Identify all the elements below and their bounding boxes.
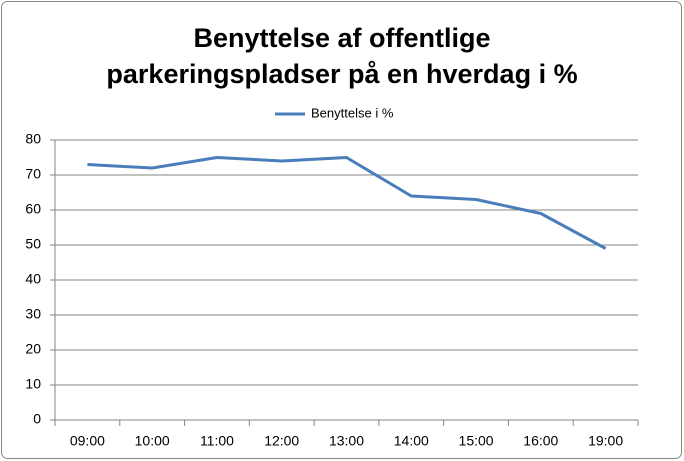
y-tick-label: 70	[25, 166, 41, 182]
y-tick-label: 0	[33, 411, 41, 427]
chart-title: Benyttelse af offentlige	[193, 23, 490, 53]
x-tick-label: 15:00	[459, 433, 494, 449]
x-tick-label: 19:00	[588, 433, 623, 449]
y-tick-label: 40	[25, 271, 41, 287]
x-tick-label: 09:00	[70, 433, 105, 449]
x-tick-label: 16:00	[523, 433, 558, 449]
y-tick-label: 50	[25, 236, 41, 252]
y-tick-label: 60	[25, 201, 41, 217]
chart-title: parkeringspladser på en hverdag i %	[106, 59, 577, 89]
x-tick-label: 13:00	[329, 433, 364, 449]
data-line	[87, 156, 607, 250]
y-tick-label: 20	[25, 341, 41, 357]
y-tick-label: 80	[25, 131, 41, 147]
x-tick-label: 12:00	[264, 433, 299, 449]
x-tick-label: 11:00	[200, 433, 234, 449]
x-tick-label: 10:00	[135, 433, 170, 449]
legend-label: Benyttelse i %	[311, 105, 394, 120]
x-tick-label: 14:00	[394, 433, 429, 449]
y-tick-label: 30	[25, 306, 41, 322]
y-tick-label: 10	[25, 376, 41, 392]
